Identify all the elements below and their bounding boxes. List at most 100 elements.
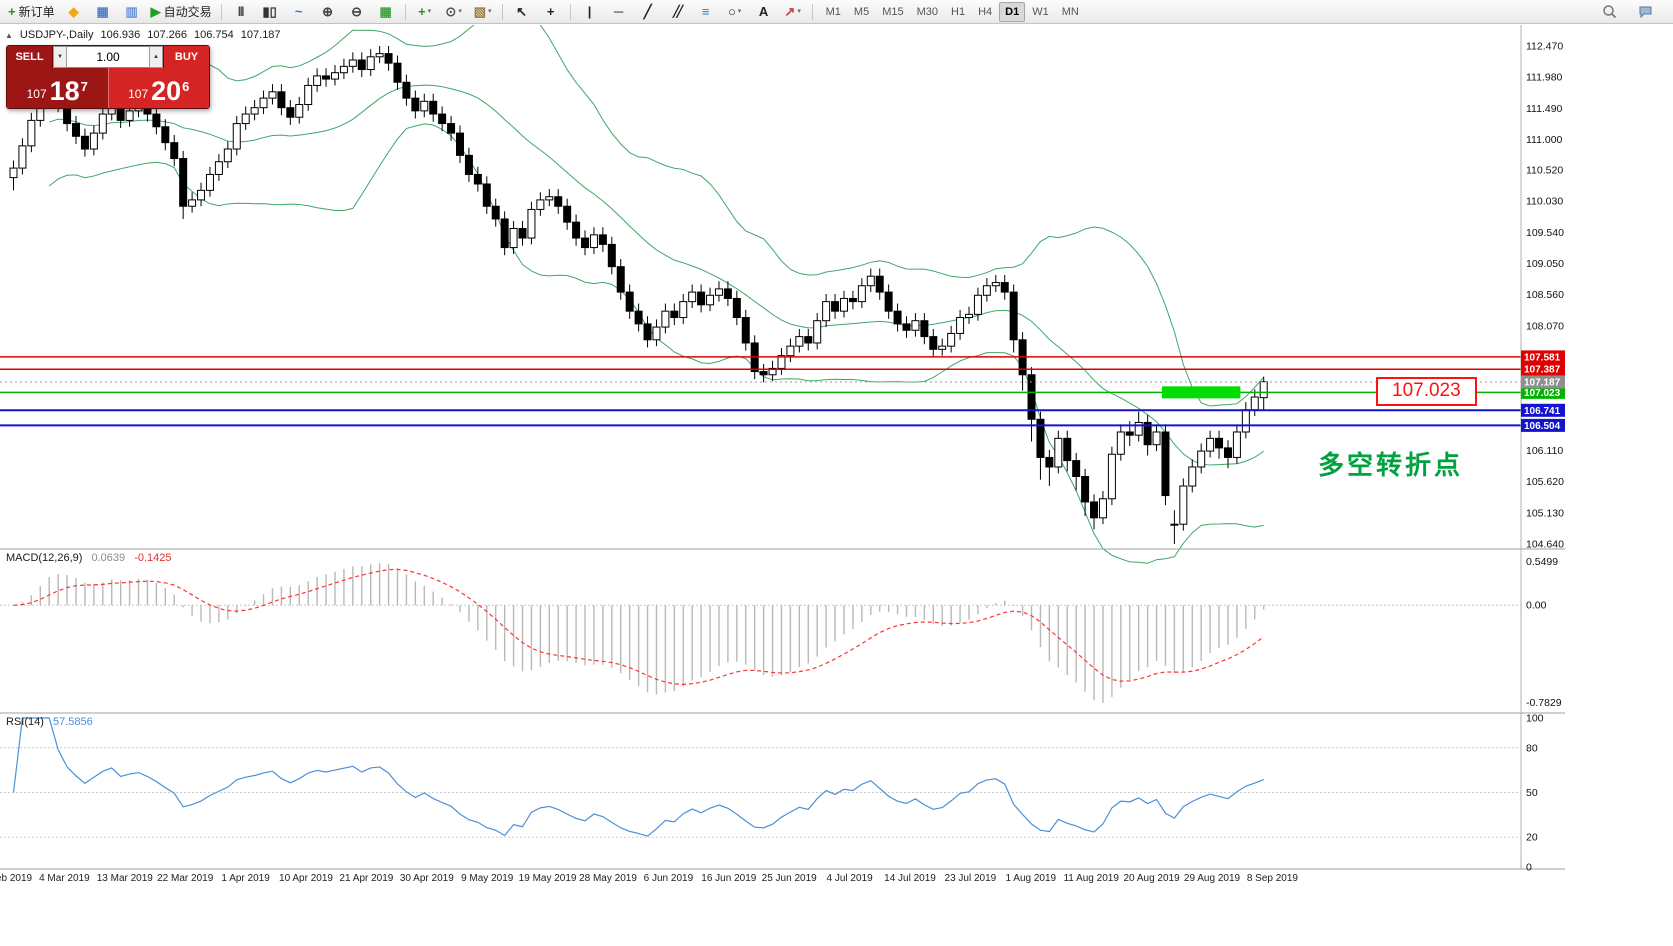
date-label: 30 Apr 2019 [400, 873, 454, 884]
candle-body [554, 196, 563, 207]
candle-body [1107, 453, 1116, 500]
zoom-in-button[interactable]: ⊕ [314, 1, 342, 23]
date-label: 25 Jun 2019 [762, 873, 817, 884]
candle-body [304, 84, 313, 105]
one-click-trading-panel: SELL ▼ 1.00 ▲ BUY 107 18 7 107 20 6 [6, 45, 210, 109]
candle-body [875, 275, 884, 293]
window-list-button[interactable]: ▥ [118, 1, 146, 23]
price-tick: 105.130 [1526, 507, 1564, 519]
candle-body [500, 218, 509, 249]
highlight-segment[interactable] [1161, 386, 1241, 399]
candle-body [643, 323, 652, 341]
chart-text-annotation[interactable]: 多空转折点 [1318, 450, 1464, 480]
candle-body [661, 310, 670, 328]
bar-chart-button[interactable]: ||| [227, 1, 255, 23]
timeframe-mn[interactable]: MN [1061, 5, 1079, 18]
channel-button[interactable]: ╱╱ [663, 1, 691, 23]
timeframe-m5[interactable]: M5 [853, 5, 870, 18]
timeframe-m1[interactable]: M1 [825, 5, 841, 18]
rsi-line [12, 717, 1264, 837]
buy-price-pips: 20 [151, 76, 182, 106]
candle-body [1054, 437, 1063, 468]
price-tick: 109.050 [1526, 258, 1564, 270]
vline-button[interactable]: | [576, 1, 604, 23]
candle-body [268, 91, 277, 99]
timeframe-h4[interactable]: H4 [978, 5, 993, 18]
price-tick: 112.470 [1526, 41, 1563, 53]
candle-body [89, 132, 98, 150]
cursor-button[interactable]: ↖ [508, 1, 536, 23]
bid-price-tag-text: 107.187 [1524, 377, 1561, 388]
arrows-icon: ↗ [784, 3, 796, 19]
macd-scale-label: -0.7829 [1526, 697, 1562, 709]
arrows-button[interactable]: ↗ ▾ [779, 1, 807, 23]
search-button[interactable] [1595, 1, 1623, 23]
new-order-button[interactable]: + 新订单 [4, 1, 59, 23]
date-label: 4 Mar 2019 [39, 873, 90, 884]
ohlc-low: 106.754 [194, 29, 234, 41]
autotrading-button[interactable]: ▶ 自动交易 [147, 1, 216, 23]
sell-price[interactable]: 107 18 7 [7, 68, 108, 108]
candle-body [866, 275, 875, 287]
profiles-button[interactable]: ▦ [89, 1, 117, 23]
buy-price-base: 107 [128, 87, 149, 101]
candle-body [438, 113, 447, 125]
date-label: 13 Mar 2019 [97, 873, 154, 884]
community-button[interactable] [1631, 1, 1659, 23]
buy-price[interactable]: 107 20 6 [107, 68, 209, 108]
sell-button[interactable]: SELL [7, 46, 53, 68]
symbol-ohlc-line: ▲ USDJPY-,Daily 106.936 107.266 106.754 … [5, 29, 281, 41]
zoom-out-button[interactable]: ⊖ [343, 1, 371, 23]
timeframe-d1[interactable]: D1 [999, 1, 1026, 22]
candle-body [670, 310, 679, 319]
buy-button[interactable]: BUY [163, 46, 209, 68]
tile-windows-button[interactable]: ▦ [372, 1, 400, 23]
candle-body [1036, 418, 1045, 458]
ohlc-close: 107.187 [240, 29, 281, 41]
price-chart-svg: 112.470 111.980 111.490 111.000 110.520 110.0… [0, 25, 1565, 884]
timeframe-m30[interactable]: M30 [916, 5, 938, 18]
volume-decrease-button[interactable]: ▼ [53, 46, 67, 68]
trendline-button[interactable]: ╱ [634, 1, 662, 23]
volume-input[interactable]: 1.00 [67, 46, 149, 68]
mq-logo-button[interactable]: ◆ [60, 1, 88, 23]
candle-body [214, 161, 223, 175]
candle-chart-button[interactable]: ▮▯ [256, 1, 284, 23]
candle-body [920, 320, 929, 338]
candle-body [545, 196, 554, 201]
price-tag [1521, 385, 1565, 399]
periods-button[interactable]: ⊙ ▾ [440, 1, 468, 23]
timeframe-w1[interactable]: W1 [1032, 5, 1049, 18]
one-click-top-row: SELL ▼ 1.00 ▲ BUY [7, 46, 209, 68]
text-button[interactable]: A [750, 1, 778, 23]
candle-body [1188, 466, 1197, 487]
timeframe-h1[interactable]: H1 [951, 5, 966, 18]
hline-button[interactable]: ─ [605, 1, 633, 23]
symbol-name: USDJPY-,Daily [19, 29, 94, 41]
candle-body [741, 317, 750, 344]
price-tag [1521, 350, 1565, 364]
candle-body [1081, 476, 1090, 503]
rsi-scale-label: 20 [1526, 832, 1538, 844]
price-level-label[interactable]: 107.023 [1376, 377, 1477, 406]
templates-button[interactable]: ▧ ▾ [469, 1, 497, 23]
timeframe-m15[interactable]: M15 [882, 5, 904, 18]
candle-body [491, 205, 500, 220]
macd-signal-value: -0.1425 [134, 552, 172, 564]
candle-body [161, 126, 170, 144]
candle-body [563, 205, 572, 223]
indicators-button[interactable]: + ▾ [411, 1, 439, 23]
candle-body [732, 297, 741, 319]
candle-body [447, 123, 456, 134]
date-label: 9 May 2019 [461, 873, 514, 884]
shapes-button[interactable]: ○ ▾ [721, 1, 749, 23]
candle-body [197, 189, 206, 201]
price-tag-text: 106.504 [1524, 421, 1561, 432]
date-label: 14 Jul 2019 [884, 873, 936, 884]
crosshair-button[interactable]: + [537, 1, 565, 23]
line-chart-button[interactable]: ~ [285, 1, 313, 23]
candle-body [1250, 396, 1259, 411]
candle-body [411, 97, 420, 112]
volume-increase-button[interactable]: ▲ [149, 46, 163, 68]
fibonacci-button[interactable]: ≡ [692, 1, 720, 23]
